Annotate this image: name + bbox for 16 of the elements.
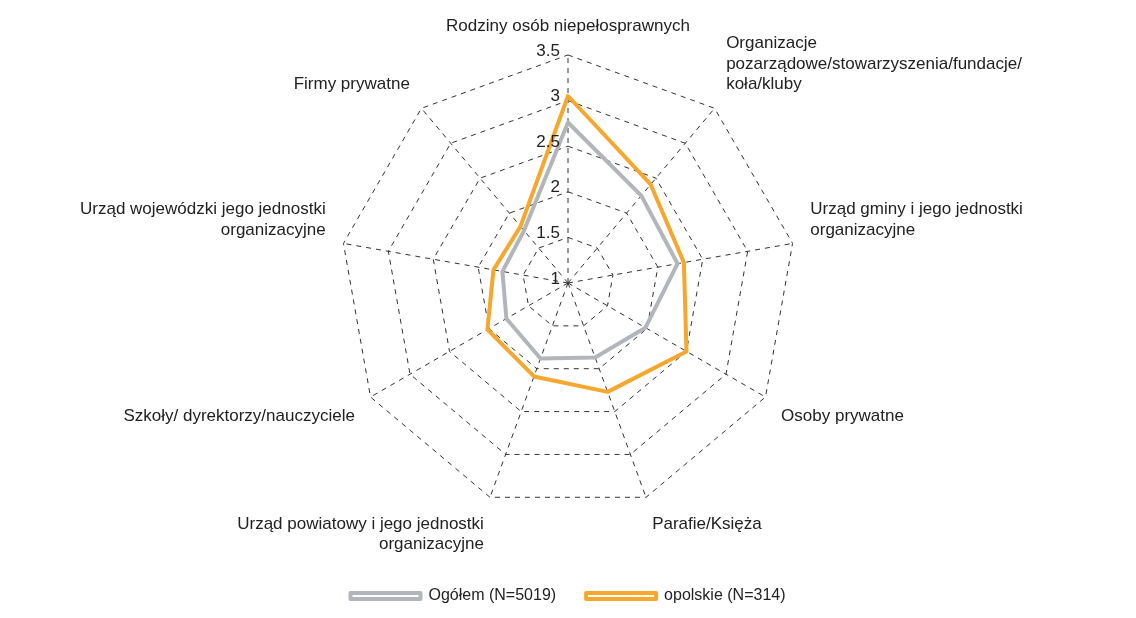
spoke-label: Parafie/Księża <box>652 514 763 534</box>
spoke-label: Firmy prywatne <box>293 74 410 94</box>
spoke-label: Urząd powiatowy i jego jednostki organizacyjne <box>237 514 484 554</box>
spoke-label: Urząd gminy i jego jednostki organizacyjne <box>810 199 1023 239</box>
spoke-label: Rodziny osób niepełosprawnych <box>446 16 690 36</box>
y-tick-label: 3.5 <box>536 40 560 60</box>
y-tick-label: 2 <box>550 177 560 197</box>
spoke-label: Organizacje pozarządowe/stowarzyszenia/fundacje/ koła/kluby <box>726 33 1023 94</box>
spoke-label: Szkoły/ dyrektorzy/nauczyciele <box>123 405 355 425</box>
y-tick-label: 3 <box>550 86 560 106</box>
spoke-label: Osoby prywatne <box>781 405 904 425</box>
legend-label: opolskie (N=314) <box>664 586 786 604</box>
legend-label: Ogółem (N=5019) <box>428 586 557 604</box>
y-tick-label: 1 <box>550 268 560 288</box>
spoke-label: Urząd wojewódzki jego jednostki organizacyjne <box>80 199 326 239</box>
y-tick-label: 1.5 <box>536 223 560 243</box>
